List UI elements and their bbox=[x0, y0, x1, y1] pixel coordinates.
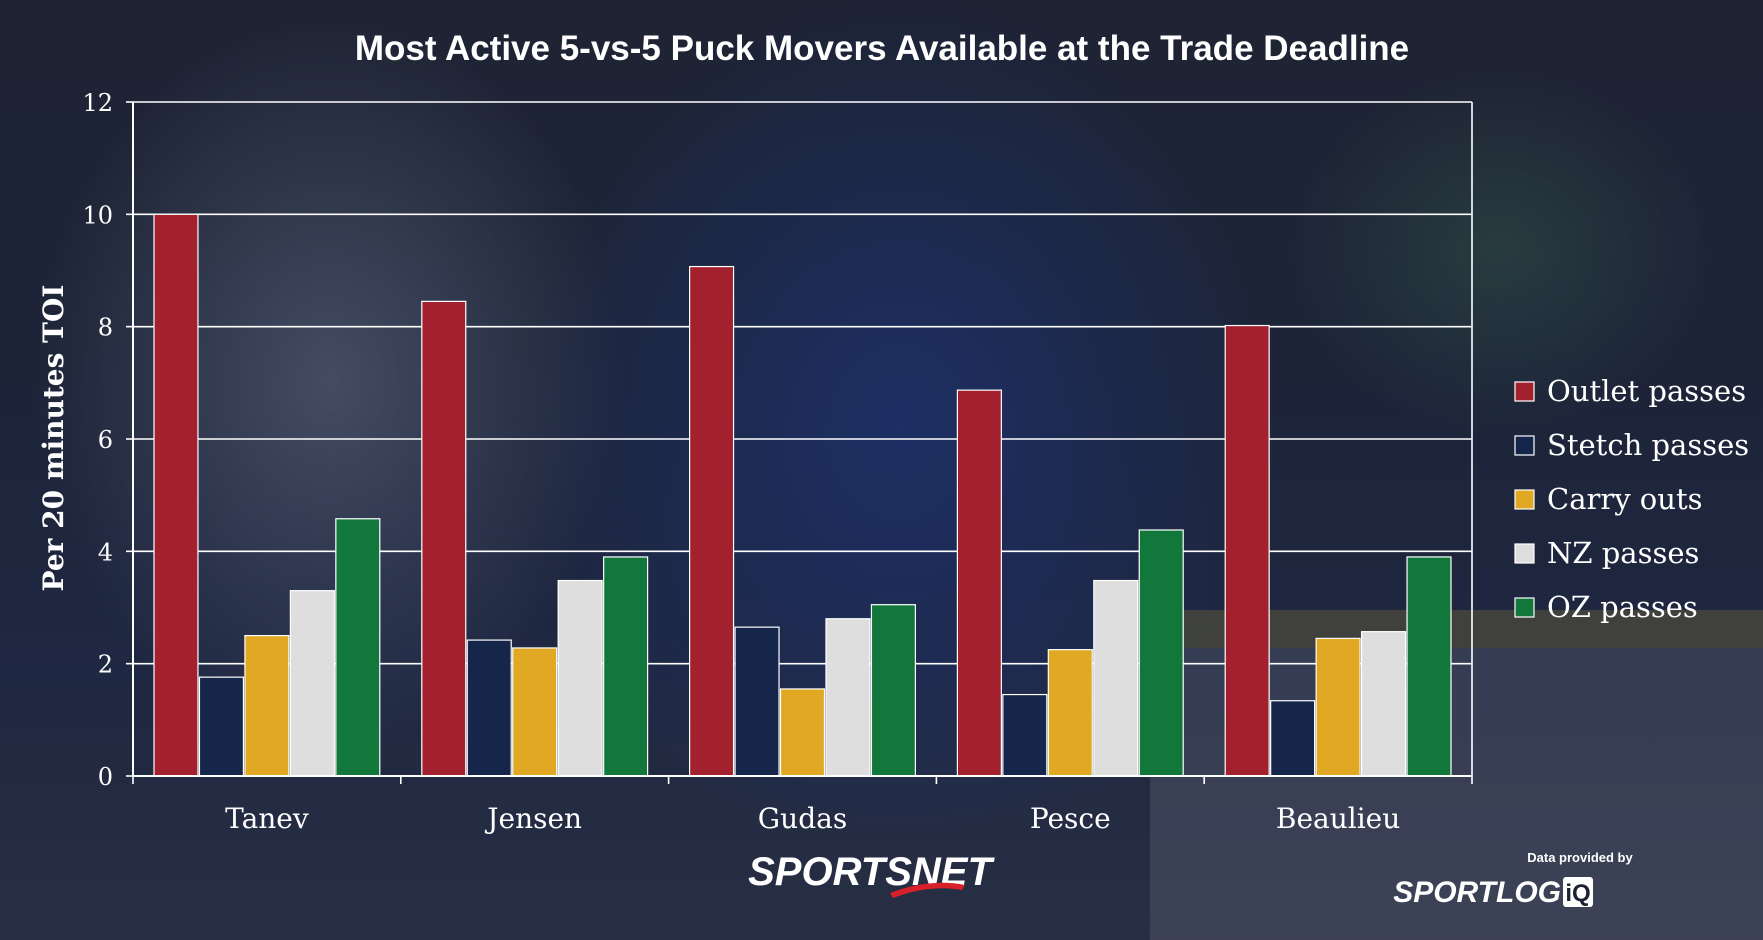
bar-outlet-passes-gudas bbox=[688, 265, 735, 777]
legend: Outlet passes Stetch passes Carry outs NZ p… bbox=[1514, 374, 1749, 624]
bar-oz-passes-pesce bbox=[1138, 529, 1184, 777]
bar-outlet-passes-jensen bbox=[421, 300, 467, 777]
bar-carry-outs-jensen bbox=[512, 647, 558, 777]
bar-stetch-passes-tanev bbox=[198, 676, 245, 777]
y-tick-label: 12 bbox=[82, 89, 113, 117]
bar-nz-passes-beaulieu bbox=[1360, 631, 1407, 777]
bar-nz-passes-pesce bbox=[1093, 579, 1139, 777]
y-tick-labels: 0 2 4 6 8 10 12 bbox=[82, 89, 113, 791]
axes bbox=[126, 101, 1473, 784]
bar-carry-outs-beaulieu bbox=[1315, 637, 1361, 777]
x-category-label: Tanev bbox=[225, 802, 309, 835]
bar-carry-outs-tanev bbox=[244, 634, 290, 777]
legend-label: Stetch passes bbox=[1547, 428, 1749, 462]
y-tick-label: 4 bbox=[98, 538, 113, 566]
bar-oz-passes-tanev bbox=[335, 518, 381, 777]
bar-stetch-passes-gudas bbox=[734, 626, 780, 777]
legend-swatch bbox=[1514, 435, 1535, 456]
bar-nz-passes-jensen bbox=[557, 579, 603, 777]
x-category-label: Jensen bbox=[484, 802, 582, 835]
legend-label: Outlet passes bbox=[1547, 374, 1746, 408]
bar-stetch-passes-pesce bbox=[1002, 693, 1048, 777]
bar-carry-outs-gudas bbox=[779, 688, 826, 777]
bar-stetch-passes-beaulieu bbox=[1270, 700, 1316, 777]
legend-swatch bbox=[1514, 543, 1535, 564]
data-provided-by-text: Data provided by bbox=[1527, 850, 1633, 865]
sportlogiq-credit: Data provided by SPORTLOG iQ bbox=[1393, 850, 1633, 909]
bar-nz-passes-tanev bbox=[289, 590, 335, 777]
bar-carry-outs-pesce bbox=[1047, 649, 1093, 777]
bar-outlet-passes-pesce bbox=[956, 389, 1002, 777]
bar-oz-passes-jensen bbox=[603, 556, 649, 777]
x-category-labels: Tanev Jensen Gudas Pesce Beaulieu bbox=[225, 802, 1400, 835]
bars bbox=[153, 213, 1452, 777]
y-tick-label: 8 bbox=[98, 314, 113, 342]
legend-swatch bbox=[1514, 381, 1535, 402]
bar-stetch-passes-jensen bbox=[466, 639, 512, 777]
legend-label: NZ passes bbox=[1547, 536, 1699, 570]
chart-title: Most Active 5-vs-5 Puck Movers Available… bbox=[355, 29, 1409, 68]
legend-label: Carry outs bbox=[1547, 482, 1702, 516]
sportsnet-logo: SPORTSNET bbox=[748, 850, 995, 898]
bar-nz-passes-gudas bbox=[825, 618, 871, 777]
y-tick-label: 0 bbox=[98, 763, 113, 791]
sportsnet-swoosh-icon bbox=[890, 882, 965, 898]
bar-outlet-passes-tanev bbox=[153, 213, 199, 777]
legend-swatch bbox=[1514, 489, 1535, 510]
bar-outlet-passes-beaulieu bbox=[1224, 324, 1270, 777]
bar-oz-passes-beaulieu bbox=[1406, 556, 1452, 777]
sportlogiq-iq-text: iQ bbox=[1565, 880, 1590, 907]
y-tick-label: 10 bbox=[82, 201, 113, 229]
legend-label: OZ passes bbox=[1547, 590, 1698, 624]
x-category-label: Beaulieu bbox=[1276, 802, 1400, 835]
y-tick-label: 6 bbox=[98, 426, 113, 454]
bar-oz-passes-gudas bbox=[870, 604, 917, 777]
x-category-label: Pesce bbox=[1030, 802, 1111, 835]
y-axis-label: Per 20 minutes TOI bbox=[37, 285, 70, 592]
legend-swatch bbox=[1514, 597, 1535, 618]
y-tick-label: 2 bbox=[98, 651, 113, 679]
sportlogiq-iq-badge bbox=[1563, 877, 1593, 907]
sportlogiq-wordmark: SPORTLOG bbox=[1393, 876, 1561, 909]
x-category-label: Gudas bbox=[758, 802, 847, 835]
